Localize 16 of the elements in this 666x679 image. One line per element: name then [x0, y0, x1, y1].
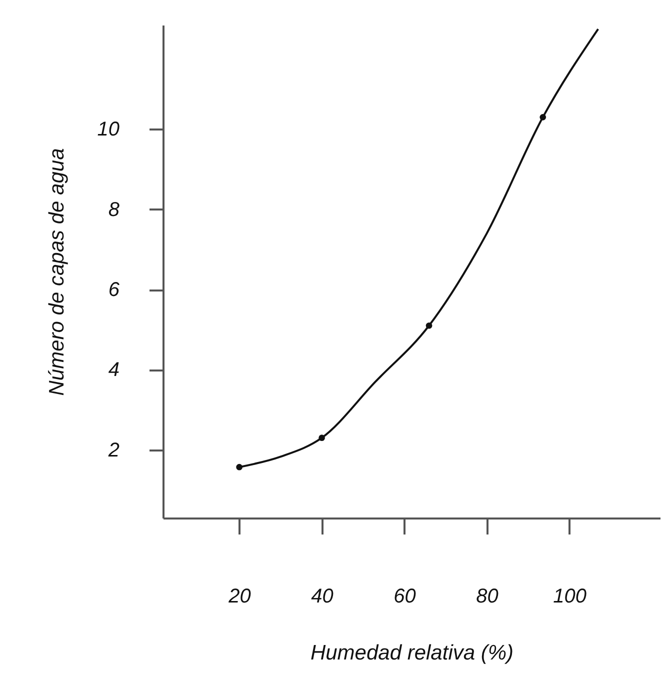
y-tick-label: 8 [108, 198, 120, 221]
point [236, 464, 242, 470]
y-tick-label: 2 [107, 439, 120, 462]
x-tick-label: 40 [311, 586, 334, 608]
y-axis-title: Número de capas de agua [45, 148, 68, 396]
x-tick-label: 60 [394, 586, 416, 608]
y-tick-label: 6 [108, 279, 120, 302]
y-tick-label: 10 [97, 118, 120, 141]
x-tick-label: 80 [476, 586, 498, 608]
x-tick-label: 100 [553, 586, 586, 608]
point [318, 434, 325, 441]
x-axis-title: Humedad relativa (%) [310, 642, 514, 664]
point [426, 322, 432, 329]
x-tick-label: 20 [228, 586, 251, 608]
point [540, 114, 546, 120]
y-tick-label: 4 [108, 359, 120, 382]
